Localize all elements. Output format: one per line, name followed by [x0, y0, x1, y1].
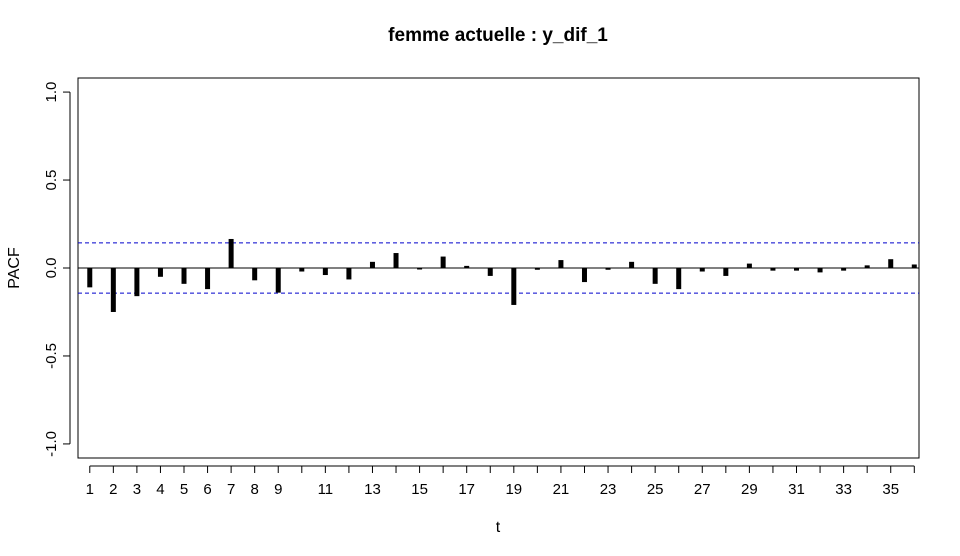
- pacf-bar-lag-16: [440, 256, 446, 268]
- x-tick-label: 13: [364, 481, 381, 498]
- pacf-bar-lag-2: [110, 268, 116, 312]
- x-tick-label: 23: [600, 481, 617, 498]
- y-tick-label: 0.0: [43, 258, 60, 279]
- pacf-bar-lag-7: [228, 238, 234, 268]
- pacf-bar-lag-27: [699, 268, 705, 272]
- pacf-bar-lag-19: [511, 268, 517, 305]
- x-tick-label: 4: [156, 481, 164, 498]
- x-tick-label: 25: [647, 481, 664, 498]
- pacf-bar-lag-12: [346, 268, 352, 280]
- x-tick-label: 31: [788, 481, 805, 498]
- y-tick-label: -0.5: [43, 343, 60, 369]
- x-tick-label: 5: [180, 481, 188, 498]
- pacf-bar-lag-1: [87, 268, 93, 288]
- confidence-bounds: [78, 242, 919, 294]
- x-tick-label: 27: [694, 481, 711, 498]
- x-tick-label: 15: [411, 481, 428, 498]
- pacf-bar-lag-11: [322, 268, 328, 276]
- pacf-bar-lag-36: [911, 264, 917, 268]
- pacf-bar-lag-15: [417, 268, 423, 270]
- pacf-bar-lag-18: [487, 268, 493, 276]
- pacf-bar-lag-29: [746, 263, 752, 268]
- pacf-bar-lag-6: [205, 268, 211, 290]
- pacf-bar-lag-8: [252, 268, 258, 281]
- pacf-bar-lag-28: [723, 268, 729, 276]
- y-axis: -1.0 -0.5 0.0 0.5 1.0: [43, 82, 71, 457]
- pacf-bars: [87, 238, 917, 312]
- pacf-bar-lag-31: [794, 268, 800, 271]
- x-tick-label: 11: [318, 481, 334, 498]
- x-tick-label: 3: [133, 481, 141, 498]
- pacf-bar-lag-20: [534, 268, 540, 270]
- pacf-bar-lag-30: [770, 268, 776, 271]
- pacf-bar-lag-33: [841, 268, 847, 271]
- pacf-bar-lag-35: [888, 259, 894, 268]
- x-tick-label: 2: [109, 481, 117, 498]
- x-tick-label: 8: [251, 481, 259, 498]
- x-tick-label: 33: [835, 481, 852, 498]
- pacf-bar-lag-25: [652, 268, 658, 284]
- x-tick-label: 1: [86, 481, 94, 498]
- x-tick-label: 19: [505, 481, 522, 498]
- y-tick-label: 0.5: [43, 170, 60, 191]
- x-tick-label: 7: [227, 481, 235, 498]
- x-axis-label: t: [496, 519, 501, 536]
- pacf-bar-lag-10: [299, 268, 305, 272]
- pacf-bar-lag-17: [464, 265, 470, 268]
- pacf-bar-lag-3: [134, 268, 140, 297]
- pacf-bar-lag-23: [605, 268, 611, 270]
- pacf-bar-lag-5: [181, 268, 187, 284]
- x-tick-label: 29: [741, 481, 758, 498]
- pacf-bar-lag-14: [393, 253, 399, 268]
- x-tick-label: 9: [274, 481, 282, 498]
- y-tick-label: 1.0: [43, 82, 60, 103]
- pacf-bar-lag-26: [676, 268, 682, 290]
- chart-title: femme actuelle : y_dif_1: [388, 25, 608, 46]
- y-axis-label: PACF: [6, 247, 23, 289]
- pacf-bar-lag-4: [157, 268, 163, 277]
- x-tick-label: 35: [882, 481, 899, 498]
- pacf-bar-lag-34: [864, 265, 870, 268]
- pacf-bar-lag-13: [369, 261, 375, 268]
- pacf-bar-lag-24: [629, 261, 635, 268]
- pacf-bar-lag-22: [581, 268, 587, 283]
- x-tick-label: 21: [553, 481, 570, 498]
- pacf-bar-lag-9: [275, 268, 281, 293]
- x-axis: 1 2 3 4 5 6 7 8 9 11 13 15 17 19 21 23 25 27 29 31 33 35: [86, 465, 915, 498]
- x-tick-label: 6: [203, 481, 211, 498]
- pacf-bar-lag-32: [817, 268, 823, 273]
- x-tick-label: 17: [458, 481, 475, 498]
- pacf-bar-lag-21: [558, 260, 564, 268]
- y-tick-label: -1.0: [43, 431, 60, 457]
